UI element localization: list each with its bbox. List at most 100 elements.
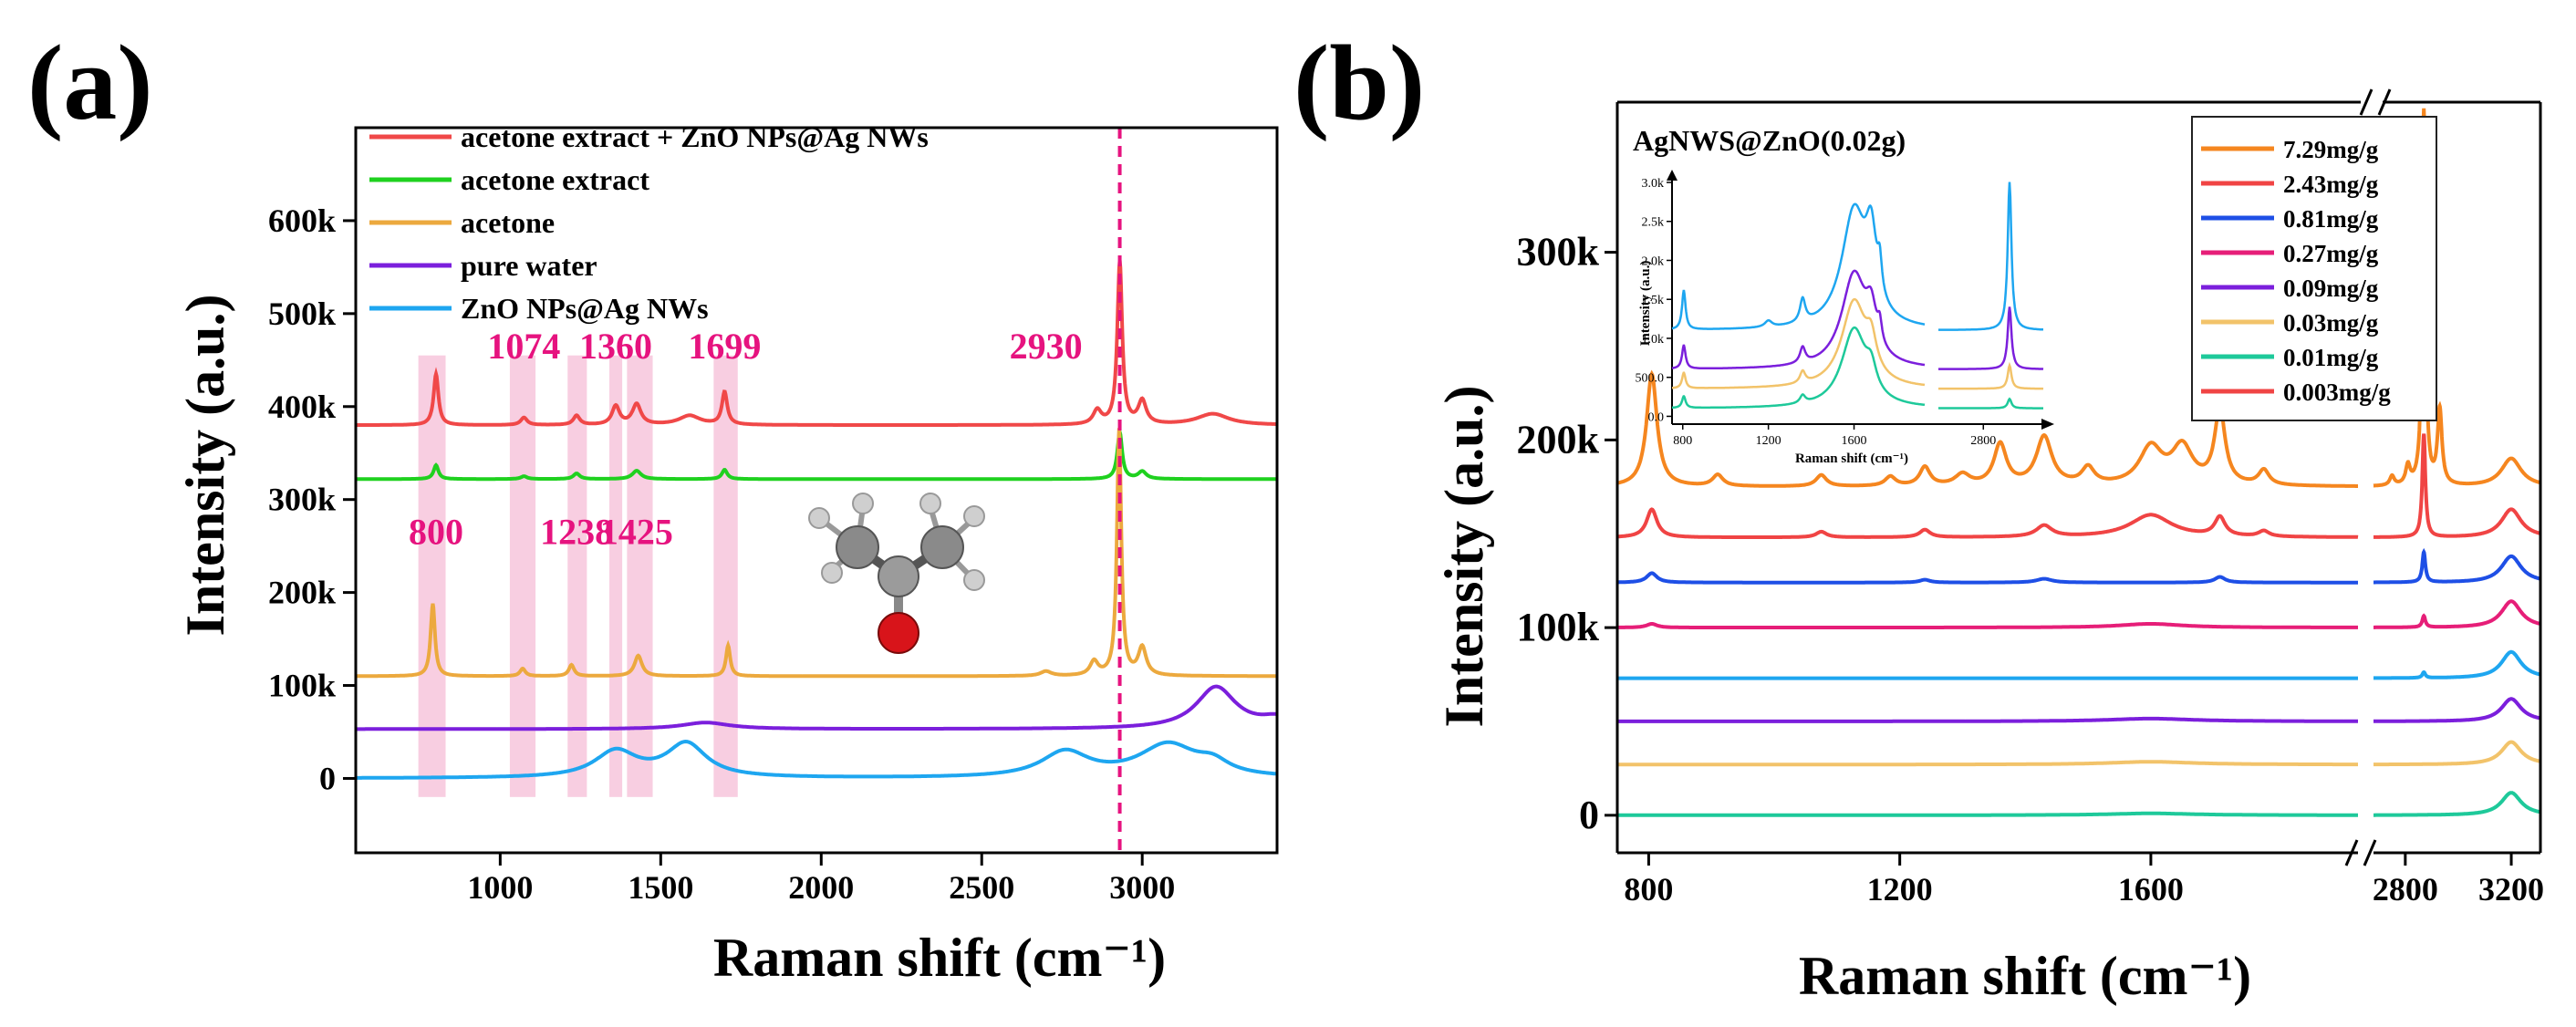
series-line-7-seg1 <box>2373 649 2541 680</box>
x-tick-label: 3200 <box>2478 871 2544 908</box>
series-line-3-seg1 <box>2373 599 2541 629</box>
series-line-6-seg0 <box>1617 811 2358 817</box>
highlight-bands <box>418 355 738 797</box>
legend: acetone extract + ZnO NPs@Ag NWs acetone … <box>369 120 929 325</box>
panel-b: (b) 800 1200 1600 2800 3200 0 100k 200k 300k Ag… <box>1293 23 2544 1006</box>
inset-y-tick-label: 1.5k <box>1642 294 1665 307</box>
legend-box <box>2191 116 2437 421</box>
inset-y-tick-label: 1.0k <box>1642 333 1665 347</box>
inset-series-0-seg1 <box>1938 182 2043 331</box>
series-line-1-seg1 <box>2373 433 2541 539</box>
y-tick-label: 500k <box>268 296 336 332</box>
peak-label: 1699 <box>688 326 761 367</box>
legend-entry-4: ZnO NPs@Ag NWs <box>461 292 709 325</box>
spectra-traces <box>356 260 1278 780</box>
peak-label: 1425 <box>600 512 673 553</box>
series-line-2 <box>356 428 1277 679</box>
plot-frame <box>354 126 1279 855</box>
x-tick-label: 1200 <box>1867 871 1933 908</box>
x-tick-label: 1500 <box>628 869 693 906</box>
inset-y-tick-label: 2.0k <box>1642 254 1665 268</box>
series-line-4 <box>356 739 1278 780</box>
highlight-band-1 <box>509 355 536 797</box>
axes-frame <box>354 126 1279 855</box>
x-axis-title: Raman shift (cm⁻¹) <box>713 928 1166 988</box>
inset-x-tick-label: 800 <box>1673 434 1692 448</box>
inset-y-tick-label: 0.0 <box>1648 410 1665 424</box>
x-ticks: 800 1200 1600 2800 3200 <box>1624 853 2544 908</box>
highlight-band-4 <box>627 355 653 797</box>
x-tick-label: 1000 <box>467 869 533 906</box>
series-line-1 <box>356 425 1277 482</box>
y-tick-label: 0 <box>1579 793 1599 837</box>
inset-x-tick-label: 1600 <box>1842 434 1867 448</box>
legend-entry-7: 0.003mg/g <box>2283 379 2391 406</box>
legend-entry-1: 2.43mg/g <box>2283 171 2379 198</box>
peak-label: 1238 <box>540 512 613 553</box>
y-tick-label: 100k <box>1517 605 1600 649</box>
peak-labels: 800 1074 1238 1360 1425 1699 2930 <box>409 326 1083 553</box>
highlight-band-2 <box>567 355 587 797</box>
legend-entry-2: 0.81mg/g <box>2283 205 2379 233</box>
inset-x-tick-label: 2800 <box>1970 434 1996 448</box>
inset-series-3-seg1 <box>1938 397 2043 410</box>
inset-x-arrow-icon <box>2041 419 2054 430</box>
y-tick-label: 600k <box>268 202 336 239</box>
inset-x-tick-label: 1200 <box>1756 434 1781 448</box>
y-axis-title: Intensity (a.u.) <box>175 294 235 636</box>
series-line-3 <box>356 684 1278 731</box>
panel-a: (a) 800 1074 1238 1360 1425 1699 2930 1000 1500… <box>27 23 1279 988</box>
series-line-5-seg0 <box>1617 760 2358 767</box>
inset-series-2-seg0 <box>1672 297 1926 389</box>
inset-x-axis-title: Raman shift (cm⁻¹) <box>1795 451 1908 466</box>
peak-label: 800 <box>409 512 463 553</box>
series-line-1-seg0 <box>1616 507 2359 539</box>
x-tick-label: 2500 <box>949 869 1014 906</box>
y-tick-label: 0 <box>319 760 336 796</box>
x-tick-label: 3000 <box>1109 869 1175 906</box>
inset-y-arrow-icon <box>1667 170 1678 181</box>
legend-entry-5: 0.03mg/g <box>2283 309 2379 337</box>
legend: 7.29mg/g 2.43mg/g 0.81mg/g 0.27mg/g 0.09mg/g… <box>2191 116 2437 421</box>
y-tick-label: 300k <box>1517 230 1600 275</box>
peak-label: 2930 <box>1010 326 1083 367</box>
y-tick-label: 300k <box>268 482 336 518</box>
series-line-2-seg1 <box>2373 547 2541 585</box>
panel-b-label: (b) <box>1293 23 1425 142</box>
spectra-traces <box>1616 108 2541 817</box>
x-tick-label: 2800 <box>2373 871 2438 908</box>
legend-entry-4: 0.09mg/g <box>2283 275 2379 302</box>
legend-entry-6: 0.01mg/g <box>2283 344 2379 371</box>
axis-break-mark-1 <box>2363 839 2377 866</box>
inset-y-axis-title: Intensity (a.u.) <box>1638 261 1653 347</box>
inset-series-1-seg0 <box>1671 269 1926 370</box>
series-line-5-seg1 <box>2373 740 2541 767</box>
legend-entry-0: 7.29mg/g <box>2283 136 2379 163</box>
y-tick-label: 400k <box>268 389 336 425</box>
x-axis-title: Raman shift (cm⁻¹) <box>1799 946 2251 1006</box>
inset-series-3-seg0 <box>1672 326 1926 410</box>
legend-entry-3: pure water <box>461 249 597 282</box>
inset-y-tick-label: 500.0 <box>1636 372 1665 386</box>
legend-entry-3: 0.27mg/g <box>2283 240 2379 267</box>
legend-entry-0: acetone extract + ZnO NPs@Ag NWs <box>461 120 929 153</box>
series-line-2-seg0 <box>1617 571 2358 585</box>
series-line-0-seg1 <box>2373 108 2541 488</box>
series-line-0 <box>356 260 1277 427</box>
panel-a-label: (a) <box>27 23 153 142</box>
inset-y-tick-label: 3.0k <box>1642 177 1665 191</box>
legend-entry-1: acetone extract <box>461 163 649 196</box>
peak-label: 1074 <box>487 326 560 367</box>
peak-label: 1360 <box>579 326 652 367</box>
axis-break-mark-3 <box>2377 88 2392 116</box>
x-ticks: 1000 1500 2000 2500 3000 <box>467 853 1175 906</box>
y-axis-title: Intensity (a.u.) <box>1434 385 1494 727</box>
series-line-4-seg0 <box>1617 716 2358 723</box>
highlight-band-3 <box>609 355 623 797</box>
axis-break-mark-0 <box>2344 839 2359 866</box>
y-tick-label: 200k <box>1517 417 1600 462</box>
x-tick-label: 800 <box>1624 871 1673 908</box>
series-line-6-seg1 <box>2373 791 2541 817</box>
y-ticks: 0 100k 200k 300k 400k 500k 600k <box>268 202 356 796</box>
